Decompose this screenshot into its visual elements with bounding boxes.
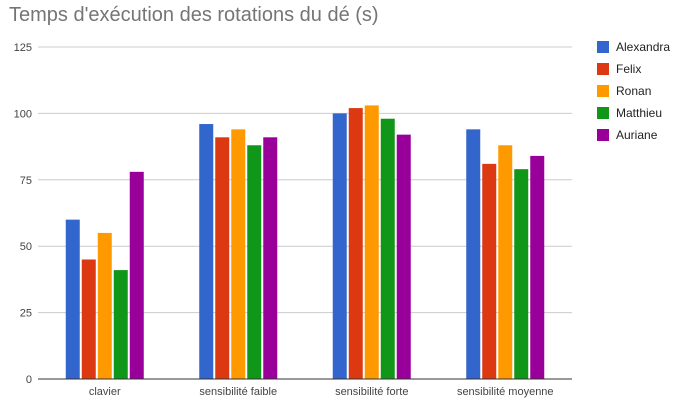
x-tick-label: sensibilité faible: [199, 386, 277, 398]
bar-ronan[interactable]: [498, 145, 513, 379]
y-tick-label: 100: [14, 108, 32, 120]
bar-ronan[interactable]: [364, 105, 379, 379]
bar-auriane[interactable]: [129, 171, 144, 379]
bar-alexandra[interactable]: [199, 124, 214, 379]
bar-ronan[interactable]: [97, 232, 112, 379]
y-tick-label: 125: [14, 42, 32, 54]
x-tick-label: clavier: [89, 386, 121, 398]
legend-label: Ronan: [616, 84, 651, 98]
bar-auriane[interactable]: [530, 155, 545, 379]
bar-alexandra[interactable]: [65, 219, 80, 379]
bar-ronan[interactable]: [231, 129, 246, 379]
legend-item-auriane[interactable]: Auriane: [597, 128, 658, 142]
bar-matthieu[interactable]: [247, 145, 262, 379]
legend-swatch: [597, 85, 609, 97]
y-axis-tick-labels: 0 25 50 75 100 125: [14, 42, 32, 386]
legend-swatch: [597, 129, 609, 141]
bars: [65, 105, 545, 380]
bar-felix[interactable]: [482, 163, 497, 379]
legend-swatch: [597, 41, 609, 53]
y-tick-label: 0: [26, 374, 32, 386]
legend-swatch: [597, 107, 609, 119]
x-tick-label: sensibilité forte: [335, 386, 408, 398]
chart-title: Temps d'exécution des rotations du dé (s…: [9, 4, 379, 26]
legend-swatch: [597, 63, 609, 75]
legend-item-ronan[interactable]: Ronan: [597, 84, 651, 98]
x-axis-tick-labels: clavier sensibilité faible sensibilité for…: [89, 386, 554, 398]
bar-auriane[interactable]: [396, 134, 411, 379]
bar-felix[interactable]: [348, 108, 363, 379]
bar-auriane[interactable]: [263, 137, 278, 379]
legend-item-matthieu[interactable]: Matthieu: [597, 106, 662, 120]
legend[interactable]: Alexandra Felix Ronan Matthieu Auriane: [597, 40, 670, 142]
bar-matthieu[interactable]: [380, 118, 395, 379]
bar-felix[interactable]: [215, 137, 230, 379]
y-tick-label: 25: [20, 308, 32, 320]
legend-item-felix[interactable]: Felix: [597, 62, 641, 76]
bar-alexandra[interactable]: [466, 129, 481, 379]
legend-label: Felix: [616, 62, 641, 76]
bar-matthieu[interactable]: [113, 270, 128, 379]
y-tick-label: 75: [20, 175, 32, 187]
bar-matthieu[interactable]: [514, 169, 529, 379]
legend-item-alexandra[interactable]: Alexandra: [597, 40, 670, 54]
legend-label: Auriane: [616, 128, 658, 142]
bar-alexandra[interactable]: [332, 113, 347, 380]
x-tick-label: sensibilité moyenne: [457, 386, 554, 398]
y-tick-label: 50: [20, 241, 32, 253]
legend-label: Alexandra: [616, 40, 670, 54]
bar-felix[interactable]: [81, 259, 96, 379]
legend-label: Matthieu: [616, 106, 662, 120]
